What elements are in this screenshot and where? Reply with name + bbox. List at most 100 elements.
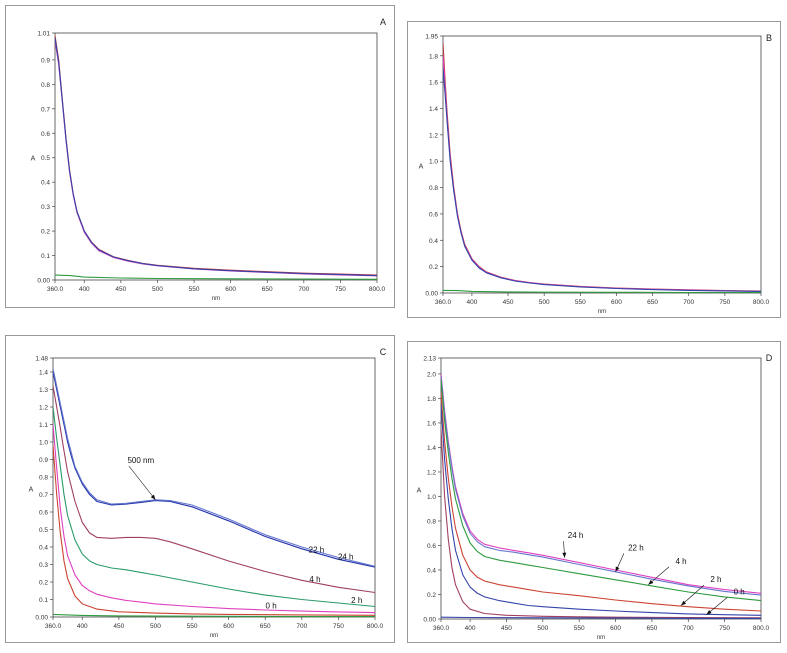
y-tick-label: 0.6 — [41, 131, 50, 138]
annotation-label: 500 nm — [127, 456, 154, 465]
y-tick-label: 1.01 — [37, 31, 50, 38]
x-tick-label: 450 — [503, 299, 514, 306]
x-tick-label: 450 — [115, 286, 126, 293]
y-tick-label: 0.00 — [37, 278, 50, 285]
x-tick-label: 400 — [466, 299, 477, 306]
y-tick-label: 0.8 — [429, 185, 438, 192]
series-group — [443, 42, 761, 293]
x-tick-label: 450 — [113, 623, 124, 630]
y-tick-label: 0.8 — [427, 518, 436, 525]
y-tick-label: 1.0 — [429, 159, 438, 166]
panel-frame — [5, 5, 395, 308]
y-tick-label: 0.9 — [41, 57, 50, 64]
y-tick-label: 0.6 — [39, 510, 48, 517]
series-line-0h — [53, 424, 375, 614]
y-tick-label: 2.0 — [427, 371, 436, 378]
plot-area — [54, 32, 378, 281]
annotation-arrow — [680, 585, 705, 606]
y-tick-label: 0.4 — [39, 545, 48, 552]
series-line-4h — [53, 385, 375, 594]
y-tick-label: 0.7 — [39, 492, 48, 499]
x-axis-label: nm — [597, 635, 605, 641]
y-tick-label: 0.00 — [423, 617, 436, 624]
series-line-24h — [53, 371, 375, 568]
panel-frame — [407, 341, 781, 643]
y-tick-label: 0.1 — [41, 253, 50, 260]
x-axis-label: nm — [210, 633, 218, 639]
x-tick-label: 500 — [152, 286, 163, 293]
x-tick-label: 650 — [262, 286, 273, 293]
y-tick-label: 0.1 — [39, 597, 48, 604]
x-tick-label: 800.0 — [753, 625, 770, 632]
series-group — [53, 368, 375, 617]
x-tick-label: 550 — [189, 286, 200, 293]
y-tick-label: 0.3 — [39, 562, 48, 569]
x-tick-label: 750 — [335, 286, 346, 293]
x-tick-label: 600 — [225, 286, 236, 293]
x-tick-label: 360.0 — [45, 623, 62, 630]
panel-label: B — [766, 33, 772, 43]
annotation-label: 2 h — [710, 575, 721, 584]
x-tick-label: 800.0 — [367, 623, 384, 630]
y-tick-label: 1.2 — [429, 132, 438, 139]
annotation-label: 4 h — [309, 575, 320, 584]
series-line-6 — [53, 613, 375, 617]
chart-panel-B: B 360.0 400 450 500 550 600 650 700 750 800.0 0.00 0… — [407, 21, 781, 318]
x-tick-label: 550 — [575, 299, 586, 306]
x-tick-label: 360.0 — [47, 286, 64, 293]
x-tick-label: 400 — [465, 625, 476, 632]
y-tick-label: 0.2 — [39, 580, 48, 587]
annotation-label: 0 h — [266, 601, 277, 610]
chart-panel-A: A 360.0 400 450 500 550 600 650 700 750 800.0 0.00 0… — [5, 5, 395, 308]
series-line-5 — [53, 445, 375, 616]
x-tick-label: 600 — [611, 299, 622, 306]
x-axis-label: nm — [598, 309, 606, 315]
y-tick-label: 0.4 — [429, 238, 438, 245]
series-line-6 — [441, 616, 761, 619]
plot-area — [440, 357, 762, 620]
y-tick-label: 1.2 — [427, 469, 436, 476]
y-tick-label: 2.13 — [423, 356, 436, 363]
annotation-label: 0 h — [734, 587, 745, 596]
y-tick-label: 1.48 — [35, 356, 48, 363]
chart-panel-D: D 360.0 400 450 500 550 600 650 700 750 800.0 0.00 0… — [407, 341, 781, 643]
y-tick-label: 0.3 — [41, 204, 50, 211]
y-tick-label: 0.2 — [41, 229, 50, 236]
x-tick-label: 750 — [333, 623, 344, 630]
spectrum-chart-D: D 360.0 400 450 500 550 600 650 700 750 800.0 0.00 0… — [407, 341, 781, 643]
y-tick-label: 0.5 — [41, 155, 50, 162]
x-tick-label: 600 — [610, 625, 621, 632]
x-tick-label: 800.0 — [369, 286, 386, 293]
annotation-label: 24 h — [568, 531, 584, 540]
panel-label: C — [380, 347, 387, 357]
spectrum-chart-C: C 360.0 400 450 500 550 600 650 700 750 800.0 0.00 0… — [5, 335, 395, 643]
y-axis-label: A — [419, 164, 424, 171]
x-tick-label: 750 — [719, 625, 730, 632]
panel-frame — [407, 21, 781, 318]
series-line-3 — [443, 289, 761, 293]
annotation-arrowhead — [615, 566, 620, 572]
spectrum-chart-B: B 360.0 400 450 500 550 600 650 700 750 800.0 0.00 0… — [407, 21, 781, 318]
x-tick-label: 700 — [296, 623, 307, 630]
series-line-22h — [53, 368, 375, 567]
y-tick-label: 1.1 — [39, 422, 48, 429]
annotation-arrowhead — [681, 600, 687, 606]
y-tick-label: 0.8 — [39, 475, 48, 482]
x-tick-label: 400 — [79, 286, 90, 293]
y-tick-label: 1.0 — [427, 494, 436, 501]
y-tick-label: 0.4 — [427, 567, 436, 574]
y-tick-label: 0.00 — [35, 615, 48, 622]
y-tick-label: 0.00 — [425, 291, 438, 298]
x-tick-label: 800.0 — [753, 299, 770, 306]
x-tick-label: 750 — [719, 299, 730, 306]
series-line-4h — [441, 380, 761, 602]
x-tick-label: 600 — [223, 623, 234, 630]
x-tick-label: 700 — [683, 299, 694, 306]
y-tick-label: 0.5 — [39, 527, 48, 534]
y-tick-label: 1.4 — [429, 106, 438, 113]
series-line-2h — [53, 406, 375, 608]
annotation-label: 22 h — [628, 543, 644, 552]
series-group — [55, 35, 377, 280]
y-tick-label: 0.8 — [41, 82, 50, 89]
annotation-label: 22 h — [309, 545, 325, 554]
